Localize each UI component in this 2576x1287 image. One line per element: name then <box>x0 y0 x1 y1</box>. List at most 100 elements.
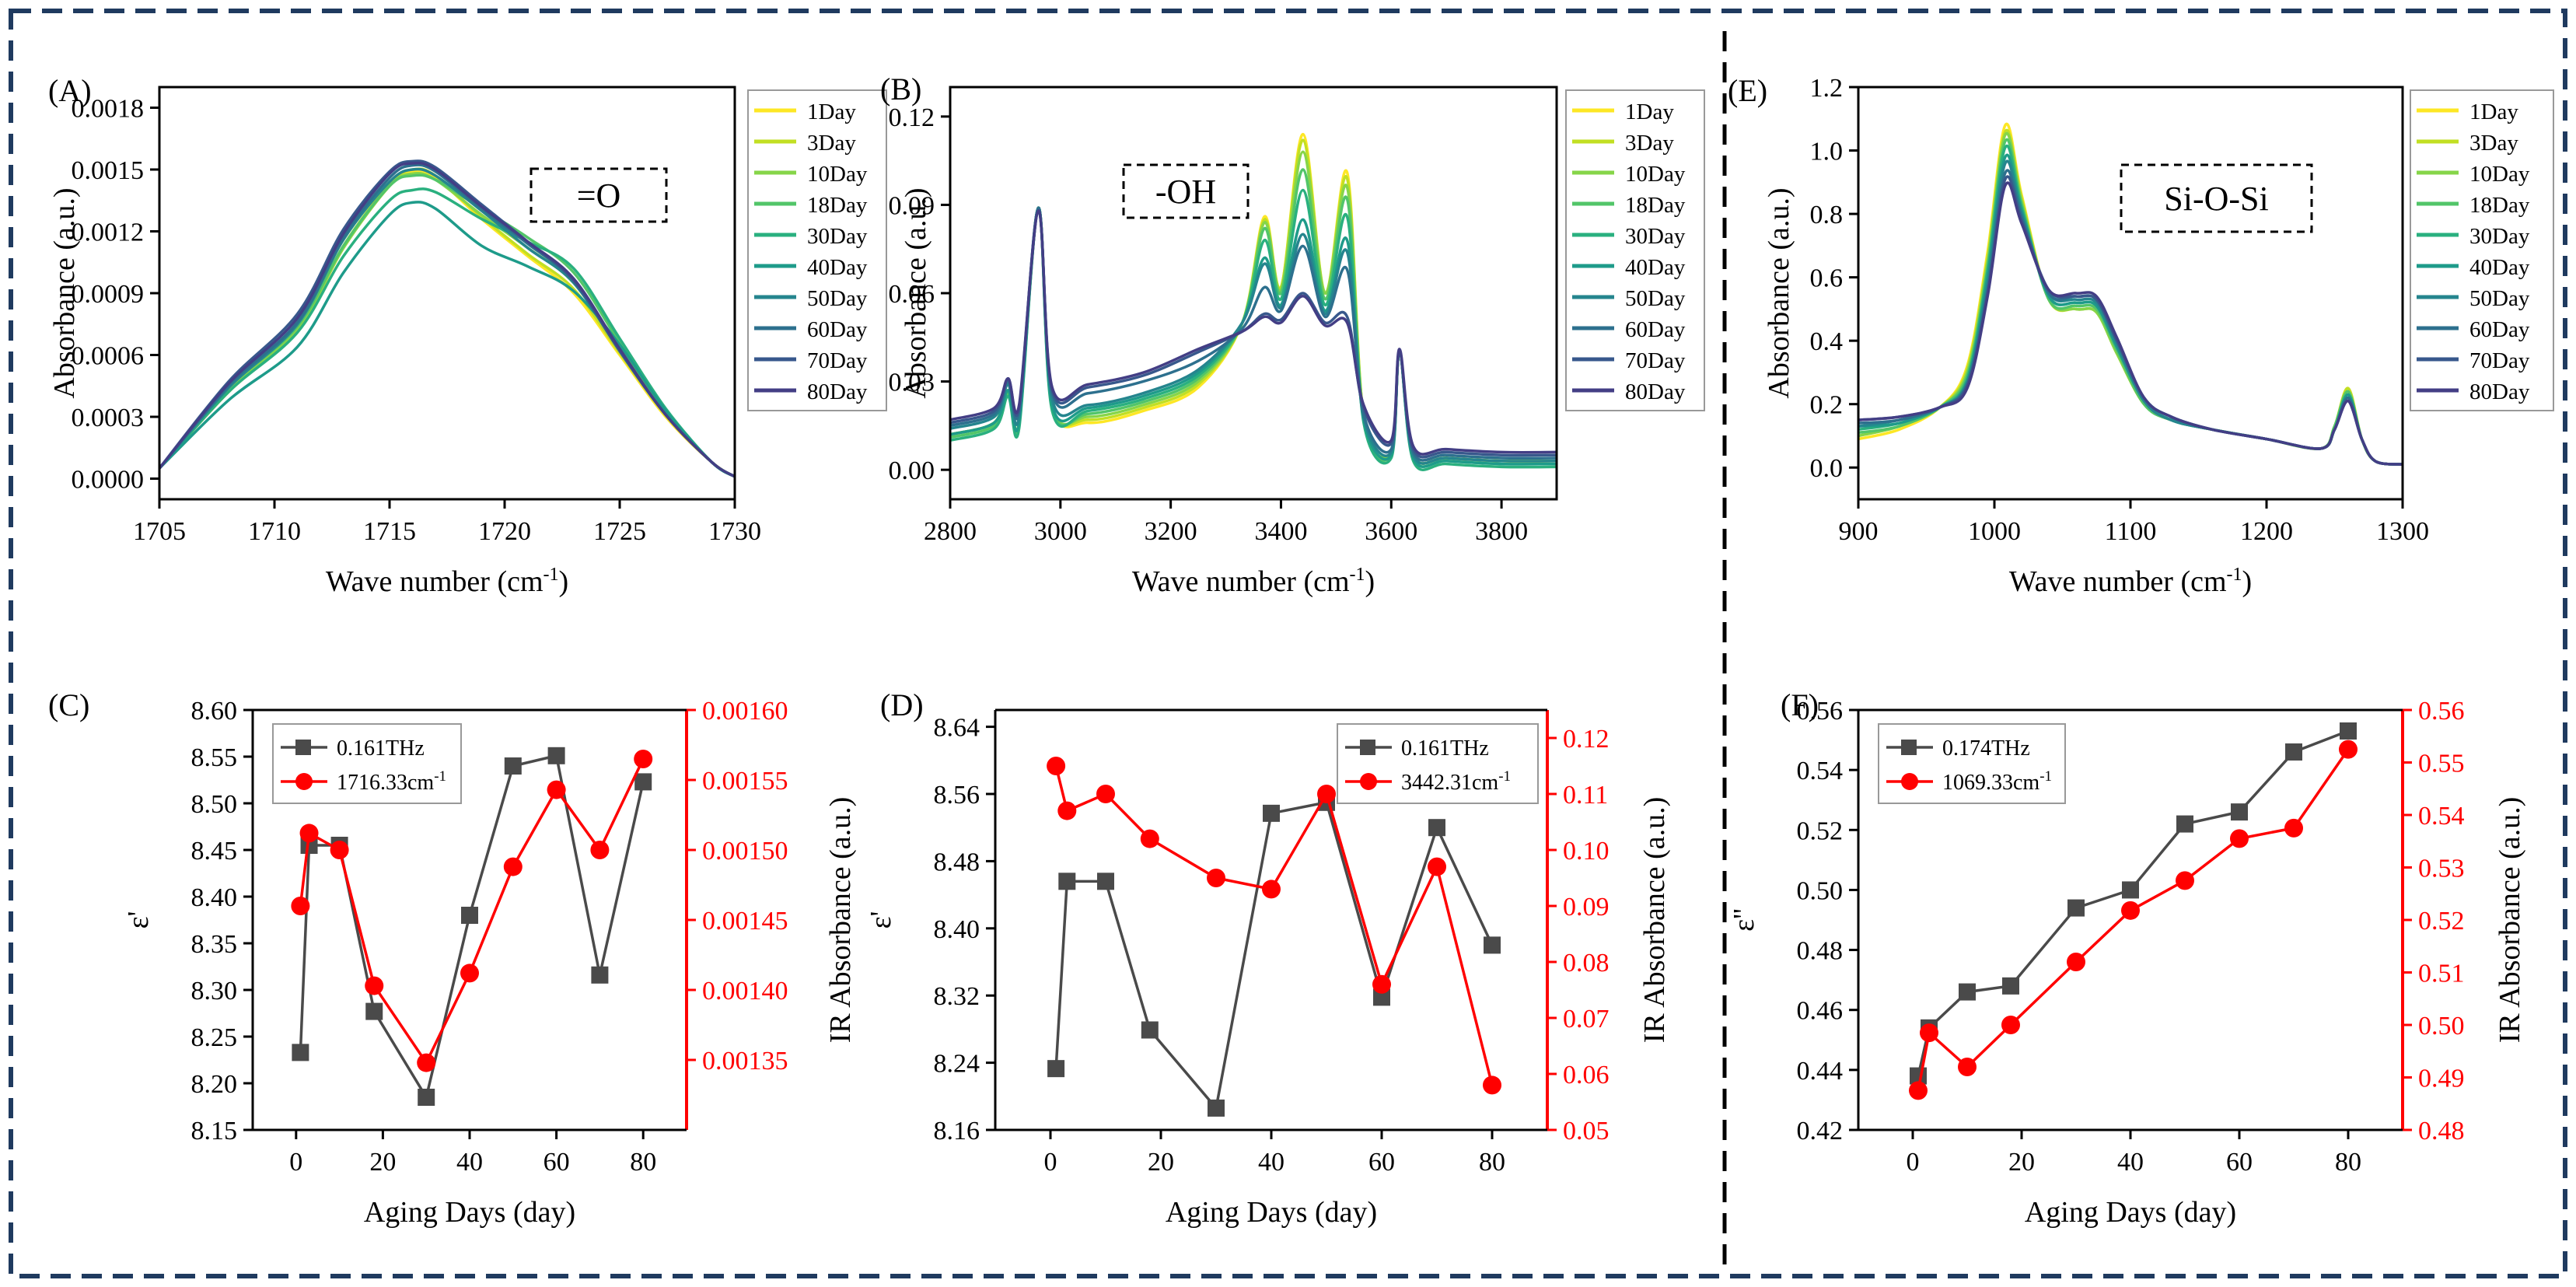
panel-A: 1705 1710 1715 1720 1725 1730 0.0000 0.0003 0.00… <box>48 73 887 598</box>
y-tick-label: 8.32 <box>934 982 980 1011</box>
data-point-circle <box>1958 1058 1977 1076</box>
plots: 1705 1710 1715 1720 1725 17300.00000.00030.00… <box>48 72 2554 1229</box>
y-tick-label: 0.0006 <box>72 342 145 371</box>
y-tick-label: 8.35 <box>191 930 238 959</box>
data-point-square <box>1373 988 1390 1006</box>
y2-tick-label: 0.11 <box>1563 781 1608 810</box>
data-point-square <box>591 966 609 984</box>
y2-tick-label: 0.50 <box>2418 1012 2465 1040</box>
data-point-circle <box>2067 953 2085 971</box>
data-point-circle <box>330 841 349 859</box>
legend-label: 40Day <box>1625 255 1686 280</box>
legend-label: 50Day <box>807 286 868 311</box>
legend-box <box>272 723 462 804</box>
figure-outer-border <box>9 9 2567 1278</box>
x-tick-label: 0 <box>1044 1148 1057 1177</box>
x-tick-label: 20 <box>369 1148 396 1177</box>
x-tick-label: 0 <box>289 1148 302 1177</box>
data-point-square <box>365 1002 383 1020</box>
legend-label: 80Day <box>2469 379 2530 404</box>
y-tick-label: 8.50 <box>191 790 238 819</box>
series-line-right <box>1054 765 1494 1086</box>
y-axis-label: ε' <box>865 911 897 929</box>
spectrum-line-30Day <box>159 187 735 478</box>
data-point-square <box>1097 873 1114 890</box>
legend-label: 1716.33cm-1 <box>337 768 446 795</box>
y-tick-label: 0.0000 <box>72 466 145 495</box>
data-point-circle <box>2230 829 2249 848</box>
data-point-circle <box>2339 740 2358 759</box>
plot-frame-A <box>158 86 736 501</box>
x-axis-label: Aging Days (day) <box>1166 1196 1377 1229</box>
x-tick-label: 900 <box>1839 517 1879 546</box>
data-point-circle <box>503 857 523 876</box>
legend-label: 50Day <box>1625 286 1686 311</box>
y2-tick-label: 0.48 <box>2418 1117 2465 1145</box>
y-tick-label: 0.6 <box>1810 264 1844 293</box>
y2-axis-label: IR Absorbance (a.u.) <box>2494 797 2526 1044</box>
x-tick-label: 60 <box>544 1148 570 1177</box>
y-tick-label: 8.40 <box>191 883 238 912</box>
y-tick-label: 8.30 <box>191 977 238 1005</box>
annotation-label: -OH <box>1155 173 1216 211</box>
x-tick-label: 40 <box>1258 1148 1285 1177</box>
y-tick-label: 0.0018 <box>72 95 145 124</box>
series-line-right <box>1917 748 2350 1091</box>
y-tick-label: 0.0009 <box>72 280 145 309</box>
data-point-circle <box>547 780 566 799</box>
x-tick-label: 2800 <box>924 517 977 546</box>
legend-label: 40Day <box>807 255 868 280</box>
y2-axis-label: IR Absorbance (a.u.) <box>1638 797 1671 1044</box>
data-point-circle <box>2121 901 2140 920</box>
y-tick-label: 8.56 <box>934 781 980 810</box>
data-point-circle <box>590 841 610 859</box>
x-tick-label: 60 <box>2226 1148 2253 1177</box>
legend-label: 1Day <box>2469 100 2518 124</box>
legend-label: 60Day <box>2469 317 2530 342</box>
data-point-square <box>2122 881 2139 899</box>
annotation-label: Si-O-Si <box>2164 180 2268 218</box>
spectrum-line-80Day <box>159 161 735 478</box>
y-tick-label: 0.03 <box>889 369 935 397</box>
panel-C: 0 20 40 60 80 8.15 8.20 8.25 8.30 8.35 8.40 8.45 8.5… <box>48 687 857 1229</box>
panel-label: (B) <box>880 72 921 107</box>
legend-swatch-square <box>295 740 311 755</box>
data-point-square <box>504 757 522 775</box>
y2-tick-label: 0.00145 <box>702 907 788 936</box>
legend-label: 30Day <box>2469 224 2530 249</box>
data-point-circle <box>1428 857 1446 876</box>
y2-axis-label: IR Absorbance (a.u.) <box>824 797 857 1044</box>
legend-label: 3Day <box>2469 131 2518 156</box>
panel-E: 900 1000 1100 1200 1300 0.0 0.2 0.4 0.6 0.8 1.0 1.2… <box>1728 73 2554 598</box>
legend-label: 60Day <box>1625 317 1686 342</box>
data-point-circle <box>2284 818 2303 838</box>
y-tick-label: 8.15 <box>191 1117 238 1145</box>
x-tick-label: 20 <box>1148 1148 1174 1177</box>
annotation-label: =O <box>577 177 621 215</box>
data-point-square <box>2285 743 2302 761</box>
x-tick-label: 40 <box>2117 1148 2144 1177</box>
panel-label: (A) <box>48 73 92 108</box>
y-tick-label: 0.50 <box>1797 876 1844 905</box>
y-tick-label: 0.54 <box>1797 757 1844 785</box>
y2-tick-label: 0.12 <box>1563 725 1610 754</box>
x-tick-label: 3600 <box>1365 517 1417 546</box>
y-axis-label: Absorbance (a.u.) <box>1763 187 1795 398</box>
x-tick-label: 1725 <box>593 517 646 546</box>
x-tick-label: 80 <box>2335 1148 2361 1177</box>
x-axis-label: Aging Days (day) <box>2025 1196 2236 1229</box>
y-tick-label: 0.0012 <box>72 219 145 247</box>
data-point-square <box>1428 819 1445 837</box>
y-tick-label: 8.45 <box>191 837 238 866</box>
y-tick-label: 1.0 <box>1810 138 1844 166</box>
x-tick-label: 3200 <box>1145 517 1197 546</box>
legend-box <box>2410 89 2554 411</box>
x-axis-label: Aging Days (day) <box>364 1196 575 1229</box>
y2-tick-label: 0.56 <box>2418 697 2465 726</box>
y2-tick-label: 0.00160 <box>702 697 788 726</box>
legend-label: 70Day <box>807 348 868 373</box>
series-line-left <box>1917 729 2349 1076</box>
data-point-square <box>1058 873 1076 890</box>
y2-tick-label: 0.10 <box>1563 837 1610 866</box>
panel-label: (E) <box>1728 73 1767 108</box>
